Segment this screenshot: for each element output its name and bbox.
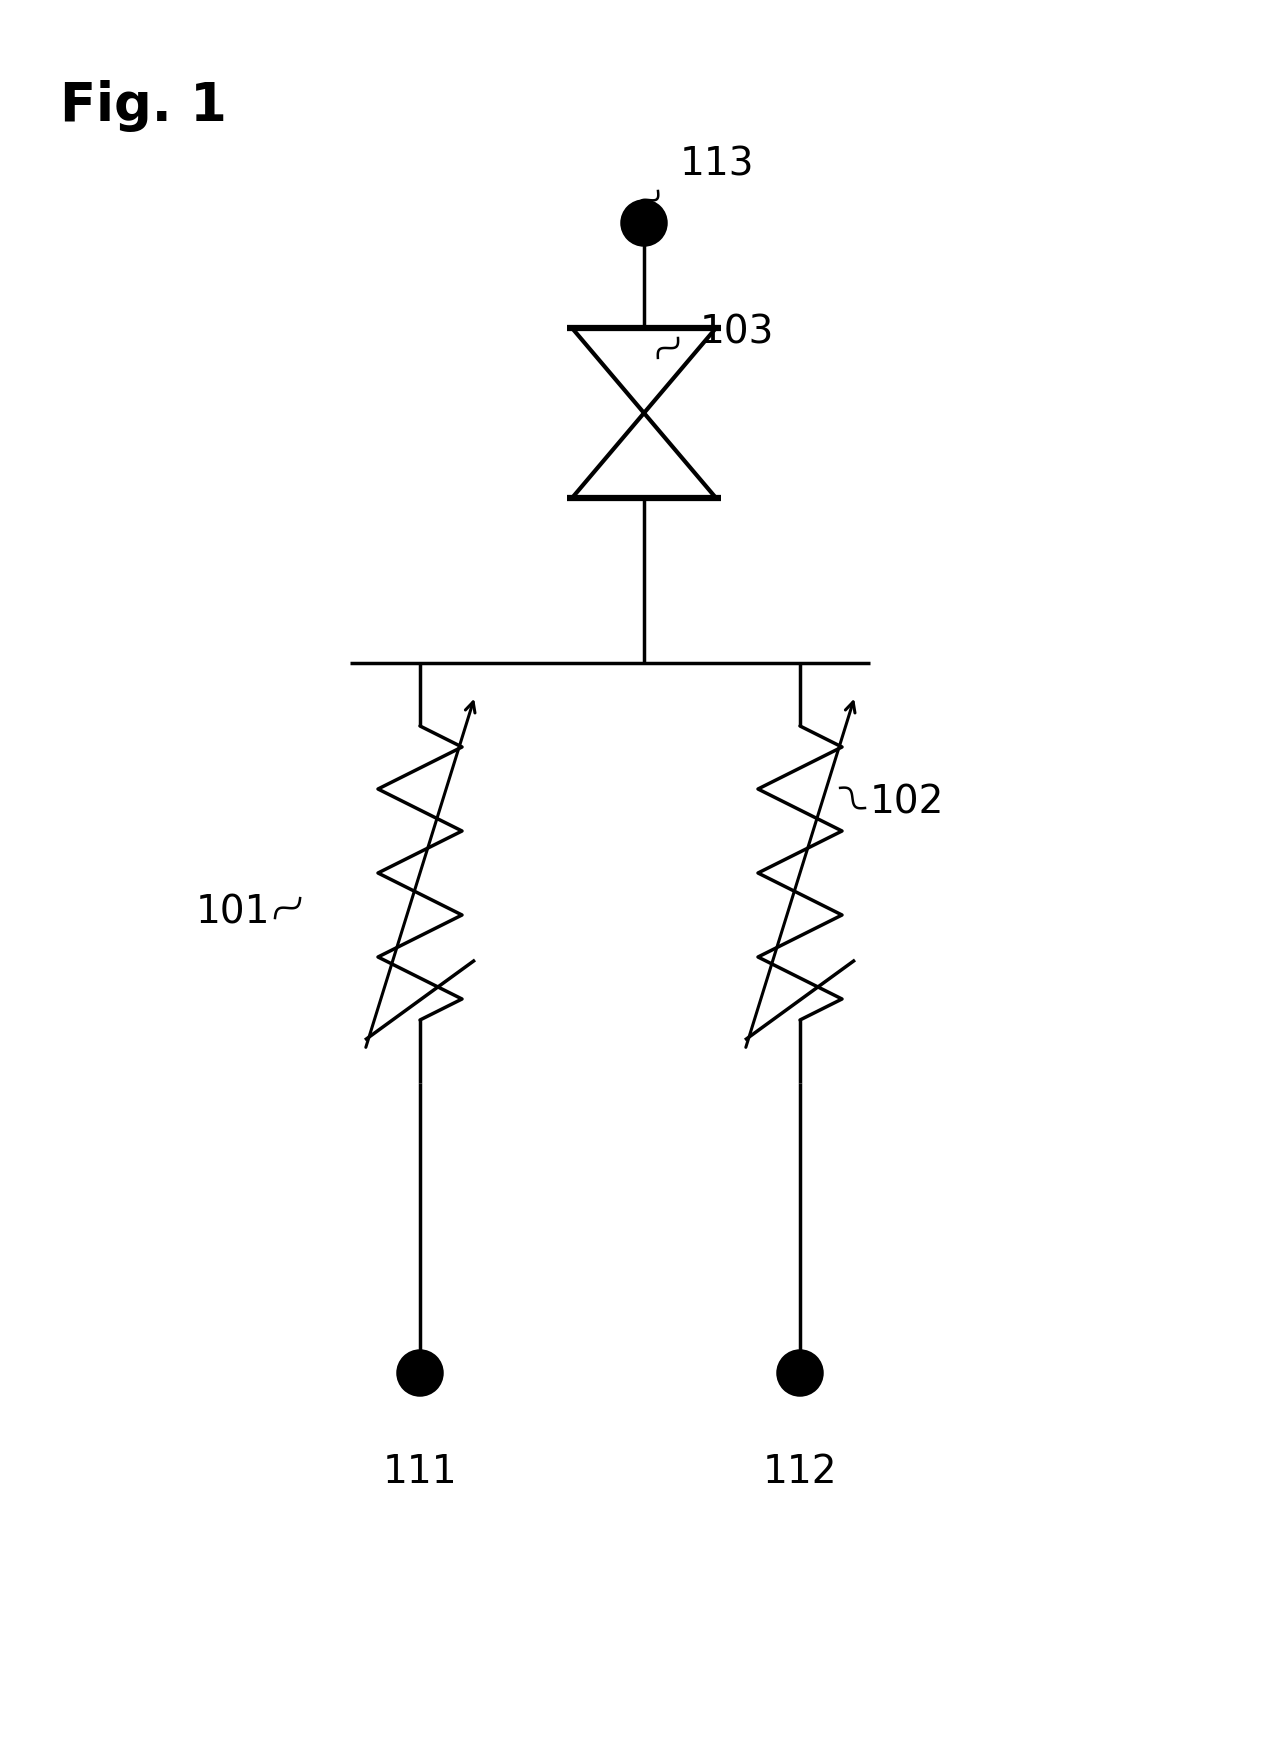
Circle shape [778,1350,822,1395]
Polygon shape [572,413,716,497]
Text: 103: 103 [699,314,774,353]
Polygon shape [572,328,716,413]
Circle shape [398,1350,442,1395]
Text: 113: 113 [680,145,755,183]
Text: Fig. 1: Fig. 1 [61,79,227,132]
Text: 112: 112 [762,1453,837,1491]
Circle shape [622,201,666,245]
Text: 111: 111 [383,1453,457,1491]
Text: 101: 101 [196,894,270,933]
Text: 102: 102 [869,785,944,822]
